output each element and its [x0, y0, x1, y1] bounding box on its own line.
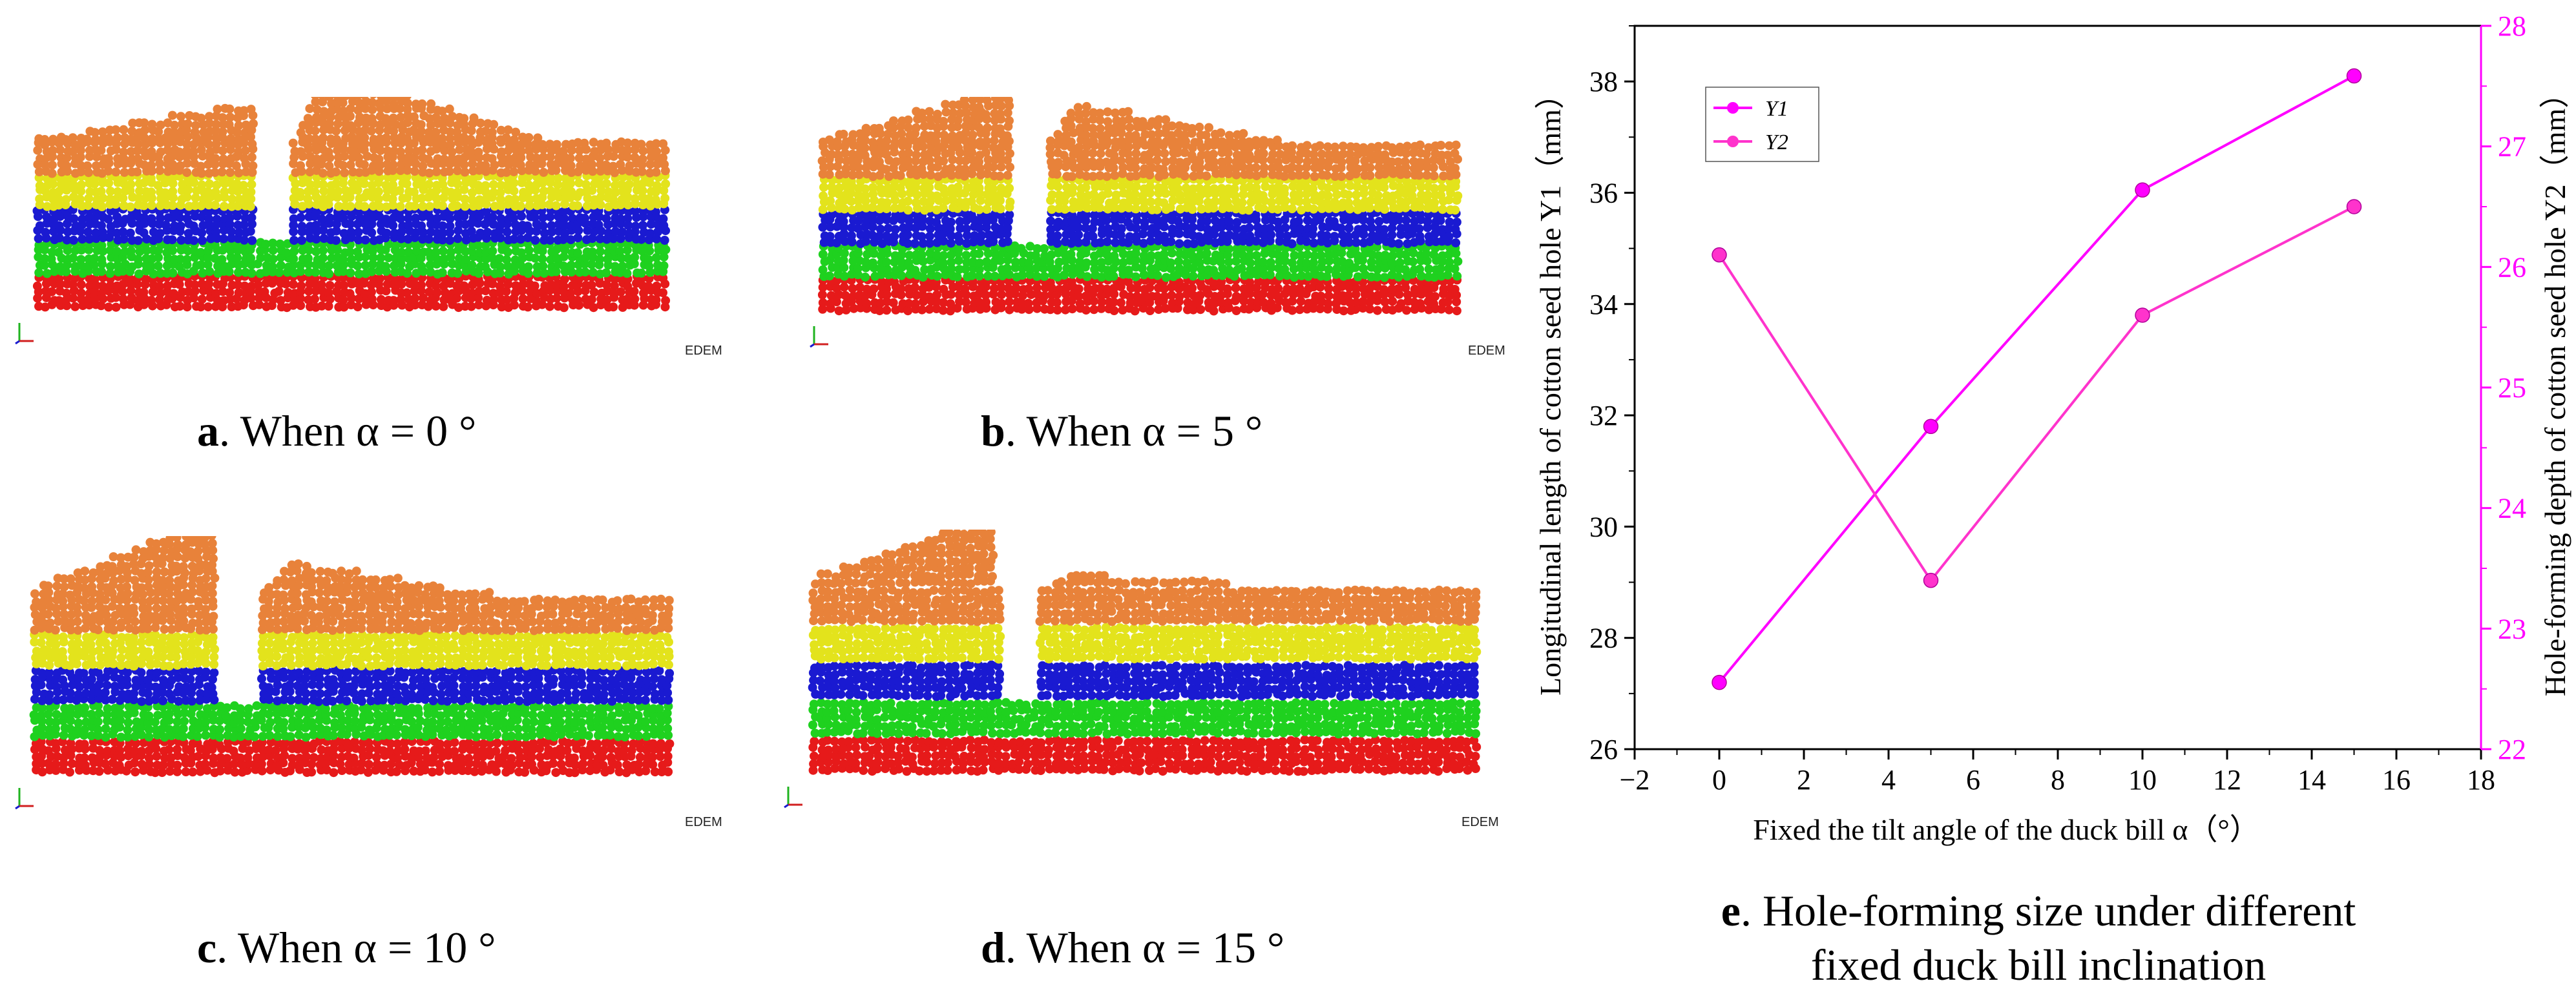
caption-a-letter: a — [197, 406, 219, 455]
x-tick-label: 2 — [1797, 764, 1811, 796]
caption-c: c. When α = 10 ° — [197, 922, 496, 973]
y-right-tick-label: 25 — [2498, 372, 2526, 404]
y-left-tick-label: 32 — [1589, 400, 1618, 431]
legend-box — [1705, 87, 1819, 162]
simulation-panel-a — [13, 97, 698, 355]
caption-b: b. When α = 5 ° — [981, 406, 1262, 457]
simulation-panel-d — [782, 530, 1492, 814]
caption-c-letter: c — [197, 923, 217, 972]
soil-particles-a — [15, 97, 671, 345]
y-left-tick-label: 38 — [1589, 66, 1618, 98]
x-tick-label: 10 — [2128, 764, 2157, 796]
soil-particles-b — [810, 97, 1463, 348]
y-right-tick-label: 24 — [2498, 493, 2526, 524]
soil-particles-c — [15, 536, 675, 810]
x-tick-label: 18 — [2467, 764, 2495, 796]
x-tick-label: 8 — [2051, 764, 2065, 796]
y-left-tick-label: 26 — [1589, 734, 1618, 765]
y-left-tick-label: 30 — [1589, 511, 1618, 543]
caption-e-line2: fixed duck bill inclination — [1810, 940, 2267, 989]
edem-logo-b: EDEM — [1468, 344, 1505, 358]
legend-label-y2: Y2 — [1765, 130, 1788, 154]
particle-layers — [32, 97, 671, 313]
y-left-tick-label: 28 — [1589, 623, 1618, 654]
caption-c-text: . When α = 10 ° — [216, 923, 496, 972]
y-right-tick-label: 23 — [2498, 613, 2526, 645]
axis-triad-icon — [15, 788, 34, 810]
particle-layers — [817, 97, 1463, 316]
x-tick-label: 14 — [2298, 764, 2326, 796]
caption-e-line1: . Hole-forming size under different — [1740, 886, 2356, 935]
x-tick-label: 6 — [1966, 764, 1980, 796]
x-axis-label: Fixed the tilt angle of the duck bill α（… — [1753, 813, 2259, 846]
data-point-y1 — [2135, 182, 2150, 198]
soil-particles-d — [784, 530, 1482, 809]
axis-triad-icon — [810, 326, 828, 348]
series-line-y1 — [1718, 74, 2355, 683]
simulation-panel-b — [808, 97, 1492, 355]
caption-a: a. When α = 0 ° — [197, 406, 476, 457]
y-right-tick-label: 28 — [2498, 10, 2526, 42]
y-right-tick-label: 27 — [2498, 131, 2526, 163]
caption-d: d. When α = 15 ° — [981, 922, 1284, 973]
data-point-y1 — [2346, 68, 2362, 84]
data-point-y2 — [2346, 199, 2362, 214]
x-tick-label: 0 — [1712, 764, 1726, 796]
edem-logo-a: EDEM — [685, 344, 722, 358]
hole-size-chart: −2 0 2 4 6 8 10 12 14 16 1826283032343638222324252… — [1534, 10, 2571, 846]
caption-e-letter: e — [1721, 886, 1741, 935]
data-point-y1 — [1712, 674, 1727, 690]
y-left-axis-label: Longitudinal length of cotton seed hole … — [1534, 79, 1567, 696]
axis-triad-icon — [784, 787, 802, 809]
edem-logo-d: EDEM — [1461, 815, 1499, 829]
x-tick-label: 16 — [2382, 764, 2411, 796]
caption-b-text: . When α = 5 ° — [1005, 406, 1263, 455]
series-line-y2 — [1718, 205, 2355, 583]
legend-marker-y2 — [1727, 136, 1739, 147]
data-point-y2 — [1712, 247, 1727, 263]
axis-triad-icon — [15, 323, 34, 345]
legend-label-y1: Y1 — [1765, 97, 1788, 121]
caption-d-letter: d — [981, 923, 1005, 972]
caption-a-text: . When α = 0 ° — [219, 406, 477, 455]
caption-e: e. Hole-forming size under different fix… — [1641, 884, 2436, 992]
data-point-y2 — [2135, 307, 2150, 323]
simulation-panel-c — [13, 536, 698, 814]
x-tick-label: −2 — [1620, 764, 1650, 796]
y-right-axis-label: Hole-forming depth of cotton seed hole Y… — [2539, 79, 2571, 696]
data-point-y1 — [1923, 419, 1939, 435]
edem-logo-c: EDEM — [685, 815, 722, 829]
caption-d-text: . When α = 15 ° — [1005, 923, 1285, 972]
y-right-tick-label: 26 — [2498, 251, 2526, 283]
particle-layers — [29, 536, 675, 778]
legend-marker-y1 — [1727, 102, 1739, 114]
x-tick-label: 12 — [2213, 764, 2241, 796]
y-left-tick-label: 36 — [1589, 177, 1618, 209]
y-right-tick-label: 22 — [2498, 734, 2526, 765]
y-left-tick-label: 34 — [1589, 289, 1618, 320]
caption-b-letter: b — [981, 406, 1005, 455]
data-point-y2 — [1923, 572, 1939, 588]
x-tick-label: 4 — [1881, 764, 1896, 796]
particle-layers — [808, 530, 1482, 776]
